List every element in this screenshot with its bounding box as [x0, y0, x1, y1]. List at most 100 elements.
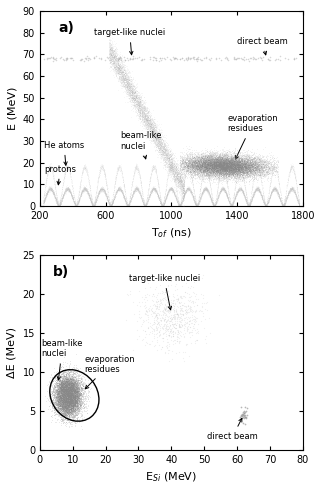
Point: [223, 167, 229, 175]
Point: [165, 171, 170, 179]
Point: [264, 202, 269, 210]
Point: [57, 380, 62, 388]
Point: [75, 382, 80, 389]
Point: [129, 84, 134, 92]
Point: [69, 396, 74, 404]
Point: [234, 162, 239, 170]
Point: [212, 202, 217, 210]
Point: [153, 127, 158, 135]
Point: [137, 188, 142, 195]
Point: [229, 162, 234, 169]
Point: [175, 193, 180, 201]
Point: [175, 164, 180, 172]
Point: [170, 314, 175, 322]
Point: [224, 164, 230, 172]
Point: [161, 196, 166, 204]
Point: [290, 162, 295, 170]
Point: [237, 161, 242, 168]
Point: [74, 394, 79, 402]
Point: [209, 191, 214, 199]
Point: [220, 157, 225, 164]
Point: [292, 172, 298, 180]
Point: [138, 191, 144, 198]
Point: [236, 162, 241, 170]
Point: [61, 392, 66, 400]
Point: [98, 55, 103, 63]
Point: [224, 163, 230, 171]
Point: [184, 161, 189, 169]
Point: [84, 54, 89, 62]
Point: [60, 380, 65, 388]
Point: [60, 184, 65, 191]
Point: [266, 191, 271, 199]
Point: [232, 144, 238, 152]
Point: [284, 183, 289, 191]
Point: [55, 397, 61, 405]
Point: [201, 164, 206, 172]
Point: [189, 175, 194, 183]
Point: [263, 162, 268, 170]
Point: [182, 191, 187, 199]
Point: [113, 54, 118, 61]
Point: [223, 156, 229, 164]
Point: [153, 166, 158, 174]
Point: [123, 75, 128, 83]
Point: [116, 56, 121, 64]
Point: [263, 155, 268, 163]
Point: [131, 97, 137, 105]
Point: [72, 198, 77, 206]
Point: [179, 187, 185, 194]
Point: [154, 129, 159, 137]
Point: [197, 160, 203, 168]
Point: [73, 379, 79, 387]
Point: [67, 389, 72, 397]
Point: [155, 140, 160, 148]
Point: [242, 191, 247, 199]
Point: [52, 389, 57, 397]
Point: [262, 170, 267, 178]
Point: [270, 169, 275, 177]
Point: [79, 392, 84, 400]
Point: [59, 189, 64, 196]
Point: [238, 166, 243, 174]
Point: [108, 202, 113, 210]
Point: [72, 397, 78, 405]
Point: [246, 165, 251, 173]
Point: [230, 200, 235, 208]
Point: [207, 160, 213, 167]
Point: [209, 167, 214, 175]
Point: [165, 191, 170, 198]
Point: [220, 166, 225, 174]
Point: [227, 157, 232, 164]
Point: [58, 373, 63, 381]
Point: [103, 191, 108, 198]
Point: [62, 167, 68, 175]
Point: [242, 161, 247, 168]
Point: [67, 383, 72, 391]
Point: [199, 192, 204, 200]
Point: [74, 390, 79, 398]
Point: [172, 168, 177, 176]
Point: [293, 191, 298, 199]
Point: [125, 201, 130, 209]
Point: [149, 114, 154, 122]
Point: [89, 197, 94, 205]
Point: [227, 166, 232, 174]
Point: [215, 161, 221, 168]
Point: [130, 175, 136, 183]
Point: [57, 200, 62, 208]
Point: [244, 199, 250, 207]
Point: [189, 164, 194, 172]
Point: [289, 187, 294, 194]
Point: [176, 200, 181, 208]
Point: [59, 386, 64, 394]
Point: [100, 187, 105, 195]
Point: [138, 177, 143, 185]
Point: [206, 163, 211, 171]
Point: [220, 163, 225, 170]
Point: [257, 166, 262, 174]
Point: [192, 159, 197, 166]
Point: [234, 155, 239, 163]
Point: [137, 302, 143, 310]
Point: [148, 189, 153, 196]
